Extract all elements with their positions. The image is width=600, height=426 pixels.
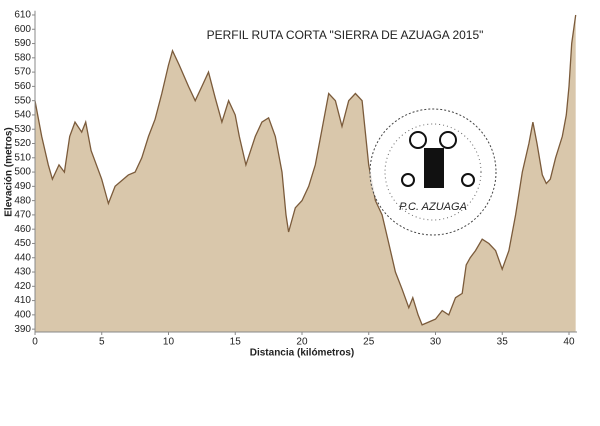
x-tick-label: 5 bbox=[99, 337, 105, 348]
x-tick-label: 0 bbox=[32, 337, 38, 348]
logo: P.C. AZUAGA bbox=[369, 108, 497, 236]
logo-wheel bbox=[439, 131, 457, 149]
y-tick-label: 580 bbox=[14, 52, 31, 63]
y-axis-label: Elevación (metros) bbox=[4, 127, 15, 216]
y-tick-label: 460 bbox=[14, 224, 31, 235]
x-tick-label: 20 bbox=[296, 337, 308, 348]
y-tick-label: 470 bbox=[14, 210, 31, 221]
y-tick-label: 530 bbox=[14, 124, 31, 135]
area-fill bbox=[35, 15, 576, 332]
y-tick-label: 430 bbox=[14, 267, 31, 278]
y-tick-label: 420 bbox=[14, 281, 31, 292]
x-tick-label: 30 bbox=[430, 337, 442, 348]
y-tick-label: 570 bbox=[14, 67, 31, 78]
x-tick-label: 15 bbox=[230, 337, 242, 348]
y-tick-label: 480 bbox=[14, 195, 31, 206]
logo-wheel bbox=[401, 173, 415, 187]
logo-tower bbox=[424, 148, 444, 188]
y-tick-label: 560 bbox=[14, 81, 31, 92]
x-tick-label: 25 bbox=[363, 337, 375, 348]
logo-ring-inner bbox=[384, 123, 482, 221]
x-tick-label: 35 bbox=[497, 337, 509, 348]
y-tick-label: 390 bbox=[14, 324, 31, 335]
x-axis-label: Distancia (kilómetros) bbox=[250, 348, 354, 359]
y-tick-label: 400 bbox=[14, 310, 31, 321]
y-tick-label: 510 bbox=[14, 152, 31, 163]
logo-wheel bbox=[409, 131, 427, 149]
profile-line bbox=[34, 14, 577, 326]
y-tick-label: 500 bbox=[14, 167, 31, 178]
chart-title: PERFIL RUTA CORTA "SIERRA DE AZUAGA 2015… bbox=[207, 28, 484, 42]
y-tick-label: 610 bbox=[14, 10, 31, 21]
logo-text: P.C. AZUAGA bbox=[399, 201, 467, 213]
x-tick-label: 40 bbox=[563, 337, 575, 348]
y-tick-label: 440 bbox=[14, 252, 31, 263]
x-tick-label: 10 bbox=[163, 337, 175, 348]
y-tick-label: 490 bbox=[14, 181, 31, 192]
y-tick-label: 550 bbox=[14, 95, 31, 106]
y-tick-label: 520 bbox=[14, 138, 31, 149]
y-tick-label: 590 bbox=[14, 38, 31, 49]
y-tick-label: 410 bbox=[14, 295, 31, 306]
y-tick-label: 450 bbox=[14, 238, 31, 249]
y-tick-label: 600 bbox=[14, 24, 31, 35]
logo-wheel bbox=[461, 173, 475, 187]
y-tick-label: 540 bbox=[14, 110, 31, 121]
